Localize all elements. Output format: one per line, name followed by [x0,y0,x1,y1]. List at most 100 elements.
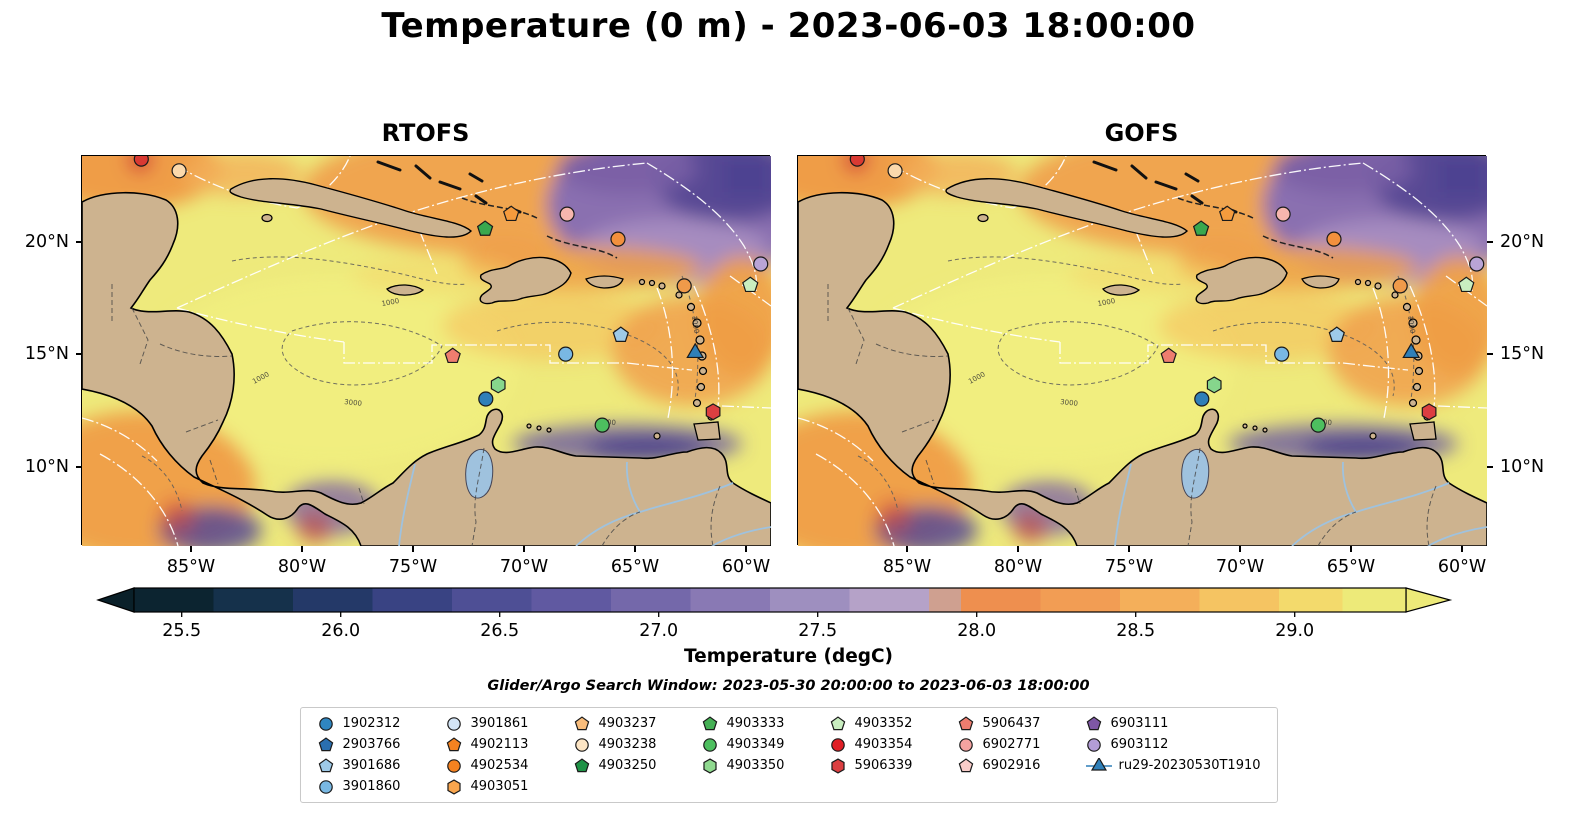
legend-item: 4903350 [700,757,804,774]
rtofs-map-panel: RTOFS 85°W 80°W 75°W 70°W 65°W 60°W 20°N 15°N 1… [25,119,771,577]
y-tick: 20°N [1487,230,1555,254]
legend-item: 6902916 [956,757,1060,774]
float-marker [171,163,187,179]
pentagon-marker-icon [958,757,973,772]
x-axis-gofs: 85°W 80°W 75°W 70°W 65°W 60°W [798,546,1487,590]
y-tick: 20°N [14,230,82,254]
x-tick-label: 75°W [1104,557,1154,577]
legend-label: 6903111 [1110,716,1169,731]
legend-label: 6902771 [982,737,1041,752]
legend-column: 5906437 6902771 6902916 [956,715,1060,795]
legend-label: 6902916 [982,758,1041,773]
legend-label: 4902534 [470,758,529,773]
float-marker [610,231,626,247]
pentagon-marker-icon [574,757,589,772]
legend-item: 4903352 [828,715,932,732]
x-tick-label: 65°W [610,557,660,577]
x-tick-label: 80°W [993,557,1043,577]
legend-item: 4903051 [444,778,548,795]
legend-label: 4903350 [726,758,785,773]
legend-box: 1902312 2903766 3901686 3901860 3901861 49021… [299,707,1278,803]
float-marker [476,220,494,236]
hexagon-marker-icon [702,757,717,774]
legend-label: 1902312 [342,716,401,731]
figure-title: Temperature (0 m) - 2023-06-03 18:00:00 [381,6,1196,46]
x-tick: 60°W [706,546,786,577]
pentagon-marker-icon [318,736,333,751]
float-marker [478,391,494,407]
x-tick-label: 80°W [277,557,327,577]
legend-label: 4903051 [470,779,529,794]
float-marker [558,346,574,362]
search-window-note: Glider/Argo Search Window: 2023-05-30 20… [487,678,1090,694]
x-tick: 75°W [373,546,453,577]
float-marker [1275,206,1291,222]
legend-label: 4903354 [854,737,913,752]
panel-title-rtofs: RTOFS [381,119,470,147]
float-marker [1458,276,1475,293]
circle-marker-icon [702,737,717,752]
colorbar-tick-label: 27.5 [798,621,837,641]
circle-marker-icon [318,716,333,731]
colorbar-tick-label: 29.0 [1275,621,1314,641]
y-axis-gofs: 20°N 15°N 10°N [1487,156,1555,546]
float-marker [1328,326,1345,342]
x-axis-rtofs: 85°W 80°W 75°W 70°W 65°W 60°W [82,546,771,590]
legend-label: 3901861 [470,716,529,731]
pentagon-marker-icon [830,715,845,730]
x-tick: 60°W [1422,546,1502,577]
circle-marker-icon [830,737,845,752]
legend-label: 4902113 [470,737,529,752]
rtofs-map [82,156,771,546]
legend-label: 6903112 [1110,737,1169,752]
float-marker [1392,278,1408,294]
legend-item: 3901861 [444,715,548,732]
float-marker [444,347,461,364]
legend-item: 5906437 [956,715,1060,732]
float-marker [1326,231,1342,247]
colorbar-tick-label: 26.5 [480,621,519,641]
x-tick: 70°W [1200,546,1280,577]
legend-column: 4903333 4903349 4903350 [700,715,804,795]
float-marker [1194,391,1210,407]
legend-item: 3901686 [316,757,420,774]
x-tick-label: 70°W [1215,557,1265,577]
circle-marker-icon [446,716,461,731]
legend-column: 4903237 4903238 4903250 [572,715,676,795]
legend-label: 4903333 [726,716,785,731]
x-tick-label: 85°W [166,557,216,577]
legend-item: 5906339 [828,757,932,774]
circle-marker-icon [958,737,973,752]
float-marker [1219,205,1236,222]
legend-column: 3901861 4902113 4902534 4903051 [444,715,548,795]
x-tick: 65°W [595,546,675,577]
legend-item: 4903349 [700,736,804,753]
legend-label: 5906437 [982,716,1041,731]
x-tick: 65°W [1311,546,1391,577]
pentagon-marker-icon [702,715,717,730]
float-marker [559,206,575,222]
colorbar-right-arrow [1405,587,1453,613]
legend-item: 3901860 [316,778,420,795]
legend-label: ru29-20230530T1910 [1118,758,1261,773]
legend-item: 6903111 [1084,715,1260,732]
x-tick-label: 65°W [1326,557,1376,577]
legend-label: 2903766 [342,737,401,752]
y-axis-rtofs: 20°N 15°N 10°N [14,156,82,546]
float-marker [686,342,705,359]
pentagon-marker-icon [1086,715,1101,730]
colorbar-tick-label: 26.0 [321,621,360,641]
float-markers-layer [849,156,1485,433]
float-marker [887,163,903,179]
pentagon-marker-icon [958,715,973,730]
hexagon-marker-icon [446,778,461,795]
legend-item: ru29-20230530T1910 [1084,757,1261,774]
legend-label: 4903250 [598,758,657,773]
y-tick: 10°N [1487,455,1555,479]
y-tick: 10°N [14,455,82,479]
legend-label: 3901686 [342,758,401,773]
float-marker [849,156,865,167]
float-marker [1274,346,1290,362]
circle-marker-icon [318,779,333,794]
circle-marker-icon [574,737,589,752]
